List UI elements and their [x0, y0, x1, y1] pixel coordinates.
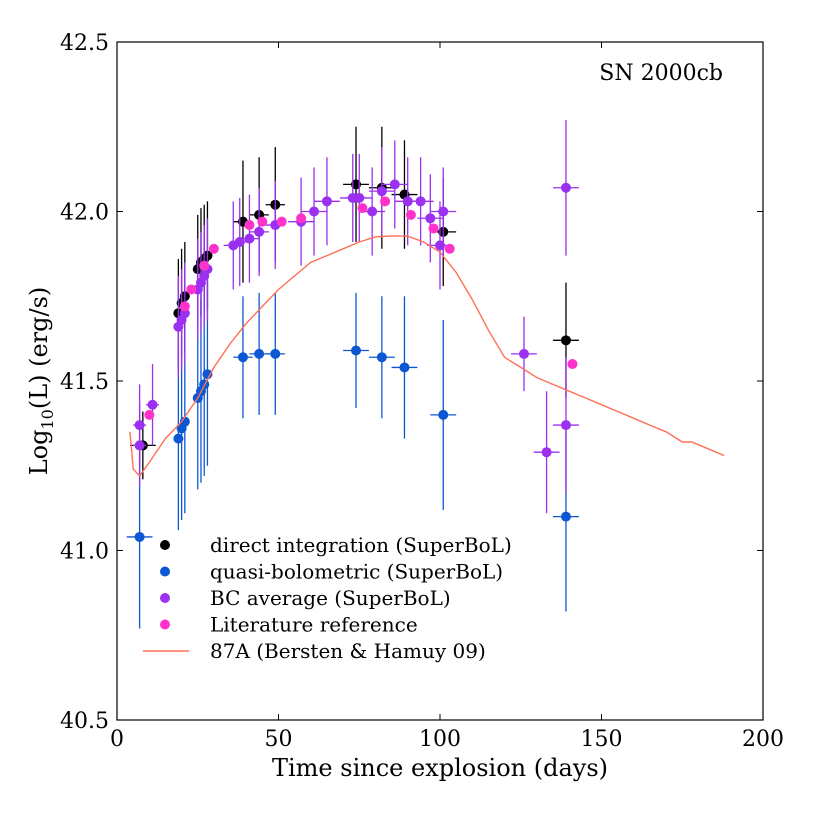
data-point	[173, 433, 184, 444]
plot-content	[126, 119, 725, 629]
data-point	[376, 186, 387, 197]
data-point	[351, 345, 362, 356]
data-point	[389, 179, 400, 190]
axis-ticks: 0 50 100 150 200 40.5 41.0 41.5 42.0 42.5	[60, 31, 784, 752]
y-tick-label: 42.0	[60, 201, 109, 226]
data-point	[244, 233, 255, 244]
legend-label: BC average (SuperBoL)	[210, 586, 451, 610]
data-point	[428, 223, 439, 234]
legend-swatch-marker	[160, 566, 170, 577]
legend-swatch-marker	[160, 619, 170, 630]
data-point	[254, 348, 265, 359]
chart-title: SN 2000cb	[599, 61, 723, 86]
data-point	[376, 352, 387, 363]
y-axis-label-main: Log	[25, 430, 53, 476]
data-point	[405, 209, 416, 220]
legend-label: 87A (Bersten & Hamuy 09)	[210, 639, 486, 663]
data-point	[380, 196, 391, 207]
data-point	[560, 335, 571, 346]
x-tick-label: 0	[110, 727, 124, 752]
legend-label: quasi-bolometric (SuperBoL)	[210, 560, 503, 584]
y-tick-label: 40.5	[60, 709, 109, 734]
x-tick-label: 100	[419, 727, 461, 752]
data-point	[435, 240, 445, 251]
y-tick-label: 41.5	[60, 370, 109, 395]
data-point	[134, 531, 145, 542]
data-point	[276, 216, 287, 227]
data-point	[144, 409, 155, 420]
data-point	[296, 213, 307, 224]
legend-swatch-marker	[160, 593, 170, 603]
data-point	[541, 447, 552, 458]
data-point	[179, 301, 190, 312]
data-point	[199, 260, 210, 271]
data-point	[560, 420, 571, 431]
x-tick-label: 150	[581, 727, 623, 752]
data-point	[309, 206, 320, 217]
x-tick-label: 200	[742, 727, 784, 752]
data-point	[444, 243, 455, 254]
data-point	[134, 440, 145, 451]
series-3	[144, 196, 578, 420]
series-2	[133, 119, 579, 514]
data-point	[438, 409, 449, 420]
data-point	[202, 369, 213, 380]
data-point	[147, 399, 158, 410]
data-point	[560, 511, 571, 522]
x-axis-label: Time since explosion (days)	[272, 754, 608, 782]
data-point	[351, 179, 362, 190]
data-point	[354, 192, 365, 203]
series-4	[129, 235, 725, 477]
data-point	[270, 348, 281, 359]
plot-area	[126, 119, 725, 629]
data-point	[357, 203, 368, 214]
y-axis-label: Log10(L) (erg/s)	[25, 287, 57, 476]
series-line-87a	[129, 235, 725, 477]
data-point	[518, 348, 529, 359]
data-point	[567, 359, 578, 370]
data-point	[254, 226, 265, 237]
legend-swatch-marker	[160, 540, 170, 550]
data-point	[415, 196, 426, 207]
data-point	[560, 182, 571, 193]
data-point	[179, 416, 190, 427]
data-point	[367, 206, 378, 217]
legend-label: Literature reference	[210, 613, 418, 637]
data-point	[208, 243, 219, 254]
y-axis-label-rest: (L) (erg/s)	[25, 287, 53, 409]
data-point	[186, 284, 197, 295]
y-axis-label-subscript: 10	[38, 409, 57, 429]
legend-label: direct integration (SuperBoL)	[210, 533, 512, 557]
data-point	[257, 216, 268, 227]
data-point	[425, 213, 436, 224]
data-point	[234, 237, 245, 248]
data-point	[244, 220, 255, 231]
y-tick-label: 41.0	[60, 540, 109, 565]
data-point	[237, 352, 248, 363]
data-point	[438, 206, 449, 217]
data-point	[321, 196, 332, 207]
y-tick-label: 42.5	[60, 31, 109, 56]
legend: direct integration (SuperBoL) quasi-bolom…	[143, 533, 512, 663]
x-tick-label: 50	[265, 727, 293, 752]
data-point	[399, 362, 410, 373]
